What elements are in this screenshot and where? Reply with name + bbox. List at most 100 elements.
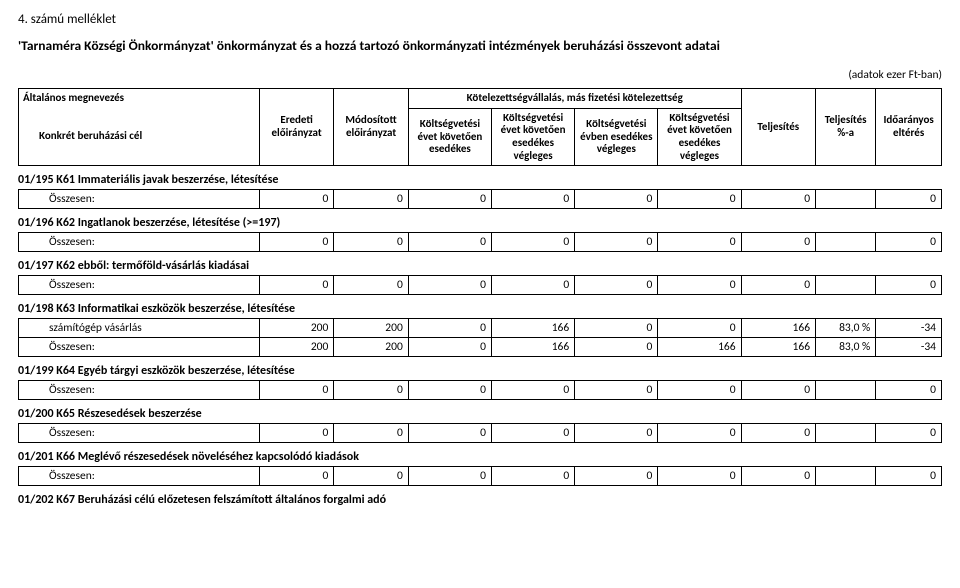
cell: 0 (658, 276, 741, 295)
cell: 0 (575, 233, 658, 252)
cell: 0 (658, 233, 741, 252)
cell: 83,0 % (816, 319, 876, 338)
section: 01/201 K66 Meglévő részesedések növelésé… (18, 450, 942, 486)
cell: 0 (658, 319, 741, 338)
table-row: számítógép vásárlás20020001660016683,0 %… (19, 319, 942, 338)
header-table: Általános megnevezés Eredeti előirányzat… (18, 88, 942, 166)
sections-container: 01/195 K61 Immateriális javak beszerzése… (18, 173, 942, 507)
cell: 0 (491, 190, 574, 209)
cell: 0 (876, 276, 942, 295)
cell: 0 (876, 467, 942, 486)
cell: 0 (259, 381, 333, 400)
hdr-c2: Költségvetési évet követően esedékes vég… (491, 108, 574, 166)
data-table: Összesen:00000000 (18, 232, 942, 252)
cell: 0 (575, 190, 658, 209)
section-title: 01/201 K66 Meglévő részesedések növelésé… (18, 450, 942, 464)
hdr-commit-group: Kötelezettségvállalás, más fizetési köte… (408, 89, 741, 109)
cell: 0 (334, 233, 408, 252)
section-title: 01/200 K65 Részesedések beszerzése (18, 407, 942, 421)
cell: 166 (658, 338, 741, 357)
section: 01/196 K62 Ingatlanok beszerzése, létesí… (18, 216, 942, 252)
cell: 200 (334, 338, 408, 357)
cell: 200 (334, 319, 408, 338)
cell (816, 467, 876, 486)
cell: 0 (491, 381, 574, 400)
table-row: Összesen:00000000 (19, 233, 942, 252)
section: 01/199 K64 Egyéb tárgyi eszközök beszerz… (18, 364, 942, 400)
cell: 0 (408, 381, 491, 400)
cell: 0 (334, 276, 408, 295)
hdr-perf-pct: Teljesítés %-a (816, 89, 876, 166)
cell: 166 (741, 338, 815, 357)
cell: 0 (408, 319, 491, 338)
hdr-concrete-goal: Konkrét beruházási cél (19, 108, 260, 166)
section: 01/202 K67 Beruházási célú előzetesen fe… (18, 493, 942, 507)
data-table: Összesen:00000000 (18, 380, 942, 400)
cell: 0 (658, 424, 741, 443)
page-title: 'Tarnaméra Községi Önkormányzat' önkormá… (18, 37, 942, 54)
section: 01/200 K65 Részesedések beszerzése Összes… (18, 407, 942, 443)
cell (816, 233, 876, 252)
cell: 166 (741, 319, 815, 338)
cell: 0 (334, 424, 408, 443)
cell: 0 (575, 381, 658, 400)
cell: 0 (876, 424, 942, 443)
cell: 0 (408, 190, 491, 209)
cell: 0 (575, 467, 658, 486)
section-title: 01/202 K67 Beruházási célú előzetesen fe… (18, 493, 942, 507)
section-title: 01/197 K62 ebből: termőföld-vásárlás kia… (18, 259, 942, 273)
cell: 0 (408, 338, 491, 357)
cell: 0 (491, 276, 574, 295)
cell: 0 (741, 190, 815, 209)
unit-note: (adatok ezer Ft-ban) (18, 68, 942, 82)
data-table: számítógép vásárlás20020001660016683,0 %… (18, 318, 942, 357)
cell: 0 (259, 424, 333, 443)
cell: 0 (259, 190, 333, 209)
table-row: Összesen:00000000 (19, 190, 942, 209)
row-label: Összesen: (19, 190, 260, 209)
hdr-perf: Teljesítés (741, 89, 815, 166)
section: 01/197 K62 ebből: termőföld-vásárlás kia… (18, 259, 942, 295)
section-title: 01/199 K64 Egyéb tárgyi eszközök beszerz… (18, 364, 942, 378)
row-label: Összesen: (19, 467, 260, 486)
section-title: 01/198 K63 Informatikai eszközök beszerz… (18, 302, 942, 316)
section: 01/195 K61 Immateriális javak beszerzése… (18, 173, 942, 209)
data-table: Összesen:00000000 (18, 189, 942, 209)
table-row: Összesen:2002000166016616683,0 %-34 (19, 338, 942, 357)
table-row: Összesen:00000000 (19, 381, 942, 400)
section-title: 01/196 K62 Ingatlanok beszerzése, létesí… (18, 216, 942, 230)
cell: 0 (741, 233, 815, 252)
cell: 0 (575, 338, 658, 357)
cell (816, 424, 876, 443)
cell: 0 (658, 467, 741, 486)
cell: 0 (741, 276, 815, 295)
cell: 0 (575, 424, 658, 443)
row-label: Összesen: (19, 424, 260, 443)
cell: 0 (741, 381, 815, 400)
table-row: Összesen:00000000 (19, 424, 942, 443)
cell: 166 (491, 319, 574, 338)
cell: 0 (876, 190, 942, 209)
section: 01/198 K63 Informatikai eszközök beszerz… (18, 302, 942, 357)
hdr-c3: Költségvetési évben esedékes végleges (575, 108, 658, 166)
hdr-orig-approp: Eredeti előirányzat (259, 89, 333, 166)
cell: 0 (334, 381, 408, 400)
cell: 0 (876, 233, 942, 252)
row-label: Összesen: (19, 276, 260, 295)
hdr-c4: Költségvetési évet követően esedékes vég… (658, 108, 741, 166)
cell (816, 190, 876, 209)
cell: -34 (876, 319, 942, 338)
table-row: Összesen:00000000 (19, 276, 942, 295)
cell: 166 (491, 338, 574, 357)
row-label: Összesen: (19, 381, 260, 400)
cell: 0 (741, 424, 815, 443)
data-table: Összesen:00000000 (18, 423, 942, 443)
row-label: Összesen: (19, 338, 260, 357)
cell: -34 (876, 338, 942, 357)
data-table: Összesen:00000000 (18, 466, 942, 486)
cell: 0 (334, 190, 408, 209)
cell: 0 (408, 276, 491, 295)
cell: 200 (259, 319, 333, 338)
cell: 0 (491, 467, 574, 486)
cell: 0 (408, 424, 491, 443)
